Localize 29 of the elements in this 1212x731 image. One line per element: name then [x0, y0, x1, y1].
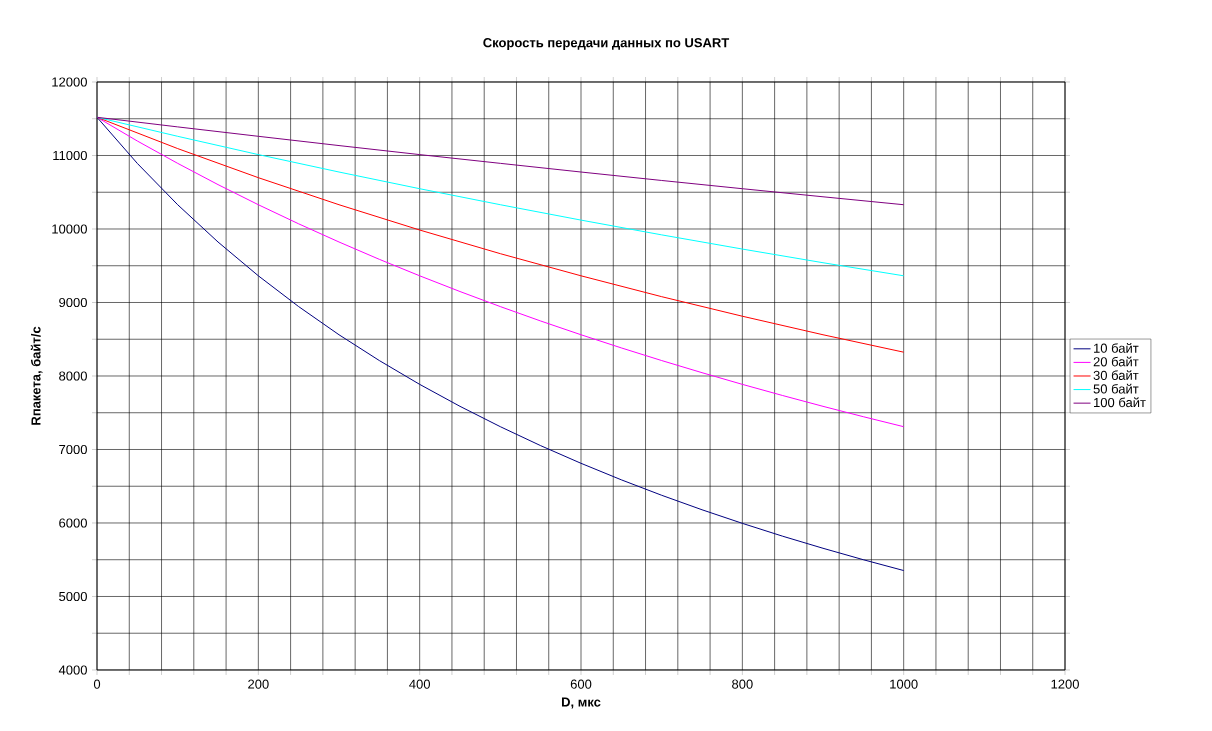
y-tick-label: 4000: [58, 665, 87, 675]
line-series: [97, 116, 905, 428]
x-tick-label: 0: [93, 679, 101, 689]
legend-label: 20 байт: [1093, 356, 1139, 367]
y-tick-label: 7000: [59, 444, 87, 455]
line-series: [97, 116, 905, 353]
line-series: [97, 116, 905, 572]
legend-label: 100 байт: [1094, 397, 1146, 408]
y-tick-label: 9000: [59, 297, 87, 308]
y-tick-label: 6000: [59, 518, 87, 528]
y-tick-label: 5000: [59, 591, 87, 602]
y-tick-label: 8000: [59, 371, 87, 381]
y-axis-title: Rпакета, байт/с: [30, 326, 43, 425]
chart-title: Скорость передачи данных по USART: [483, 38, 730, 50]
x-tick-label: 1000: [890, 679, 918, 689]
x-tick-label: 800: [732, 679, 753, 689]
y-tick-label: 11000: [53, 150, 87, 161]
x-tick-label: 200: [248, 679, 269, 689]
legend-label: 50 байт: [1093, 383, 1139, 394]
x-tick-label: 1200: [1051, 679, 1079, 689]
x-tick-label: 400: [409, 679, 431, 689]
y-tick-label: 12000: [52, 77, 87, 87]
x-axis-title: D, мкс: [561, 697, 601, 709]
legend-label: 10 байт: [1094, 343, 1139, 353]
x-tick-label: 600: [570, 679, 592, 689]
line-series: [97, 116, 905, 206]
y-tick-label: 10000: [52, 224, 87, 234]
legend-label: 30 байт: [1093, 370, 1139, 380]
line-series: [97, 116, 905, 277]
